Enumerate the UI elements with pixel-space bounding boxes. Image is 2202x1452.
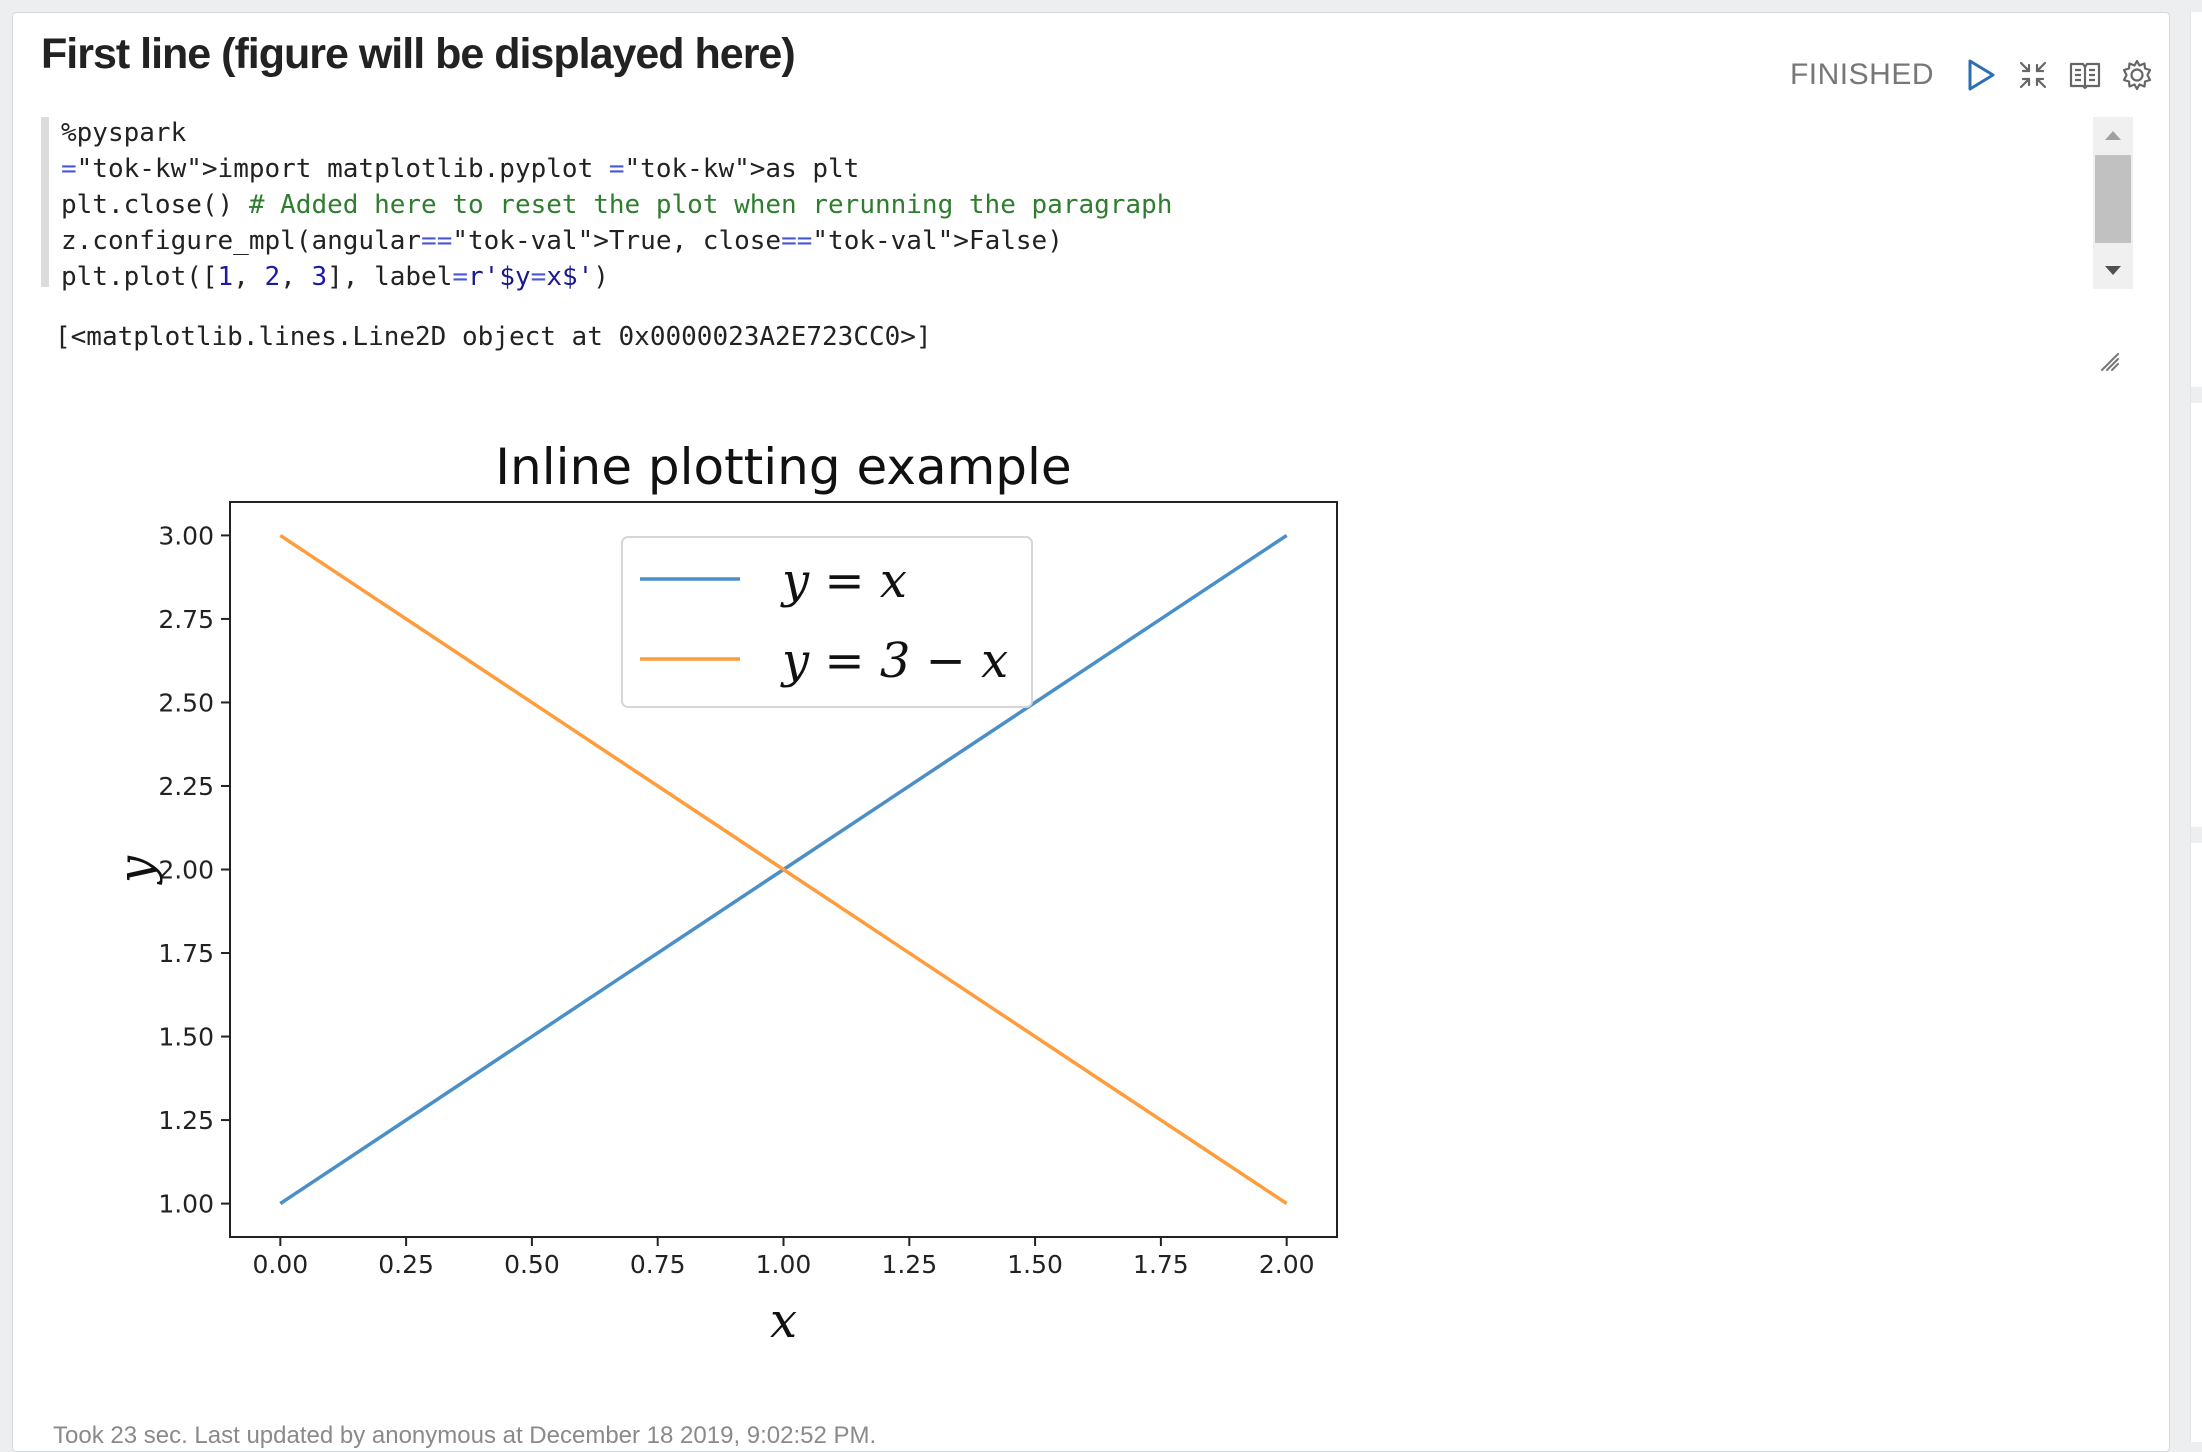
series-line	[279, 533, 1288, 1206]
output-text: [<matplotlib.lines.Line2D object at 0x00…	[55, 322, 932, 352]
y-tick-label: 2.50	[158, 688, 214, 717]
code-line: %pyspark	[61, 118, 187, 148]
code-text[interactable]: %pyspark ="tok-kw">import matplotlib.pyp…	[61, 115, 1172, 295]
status-label: FINISHED	[1789, 58, 1934, 91]
paragraph-controls: FINISHED	[1790, 50, 2156, 100]
paragraph-gap	[2191, 827, 2202, 843]
paragraph-title[interactable]: First line (figure will be displayed her…	[41, 30, 796, 78]
code-line: ="tok-kw">import matplotlib.pyplot ="tok…	[61, 154, 860, 184]
code-line: z.configure_mpl(angular=="tok-val">True,…	[61, 226, 1063, 256]
scroll-down-arrow-icon[interactable]	[2093, 253, 2133, 289]
code-line: plt.plot([1, 2, 3], label=r'$y=x$')	[61, 262, 609, 292]
line-chart: Inline plotting example 0.00 0.25 0.50 0.75 1…	[108, 438, 1338, 1349]
resize-handle-icon[interactable]	[2098, 350, 2120, 372]
y-tick-label: 1.25	[158, 1106, 214, 1135]
x-tick-label: 0.75	[630, 1250, 686, 1279]
x-tick-label: 0.00	[252, 1250, 308, 1279]
y-axis-label: y	[108, 855, 164, 885]
y-tick-label: 3.00	[158, 521, 214, 550]
code-line: plt.close() # Added here to reset the pl…	[61, 190, 1173, 220]
x-tick-label: 0.50	[504, 1250, 560, 1279]
x-tick-label: 0.25	[378, 1250, 434, 1279]
gear-icon[interactable]	[2118, 56, 2156, 94]
collapse-icon[interactable]	[2014, 56, 2052, 94]
scroll-up-arrow-icon[interactable]	[2093, 117, 2133, 153]
adjacent-paragraph-edge	[2190, 12, 2202, 1442]
editor-scrollbar[interactable]	[2093, 117, 2133, 289]
scroll-thumb[interactable]	[2095, 155, 2131, 243]
y-tick-label: 2.75	[158, 605, 214, 634]
y-tick-label: 2.25	[158, 772, 214, 801]
book-icon[interactable]	[2066, 56, 2104, 94]
y-tick-label: 1.50	[158, 1023, 214, 1052]
x-tick-label: 1.50	[1007, 1250, 1063, 1279]
paragraph-footer: Took 23 sec. Last updated by anonymous a…	[53, 1422, 877, 1449]
code-editor[interactable]: %pyspark ="tok-kw">import matplotlib.pyp…	[41, 105, 2133, 295]
legend-label: y = x	[780, 553, 907, 609]
y-tick-label: 1.75	[158, 939, 214, 968]
y-tick-label: 1.00	[158, 1190, 214, 1219]
y-tick-label: 2.00	[158, 856, 214, 885]
chart-title: Inline plotting example	[495, 438, 1071, 496]
paragraph-gap	[2191, 387, 2202, 403]
editor-gutter	[41, 117, 49, 287]
run-icon[interactable]	[1962, 56, 2000, 94]
legend-label: y = 3 − x	[780, 633, 1008, 689]
x-tick-label: 1.25	[881, 1250, 937, 1279]
x-tick-label: 1.75	[1133, 1250, 1189, 1279]
x-axis-label: x	[770, 1293, 797, 1349]
x-tick-label: 2.00	[1259, 1250, 1315, 1279]
x-tick-label: 1.00	[756, 1250, 812, 1279]
